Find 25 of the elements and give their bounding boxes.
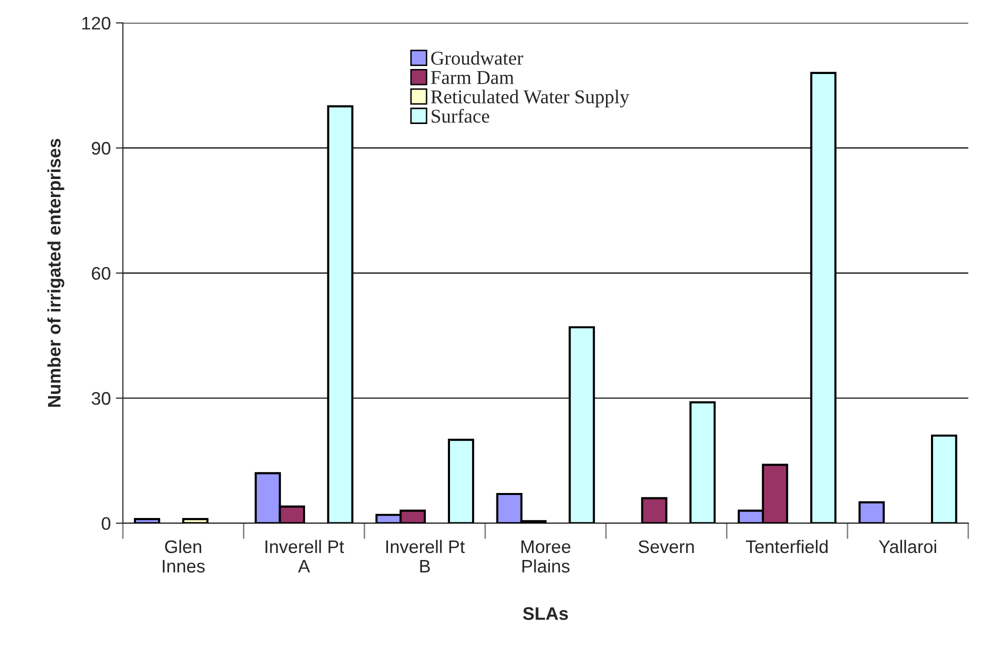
y-tick-label: 30 bbox=[92, 392, 110, 405]
x-tick-label: Yallaroi bbox=[878, 540, 936, 554]
x-tick-label: Inverell Pt B bbox=[386, 540, 465, 572]
x-tick-label: Severn bbox=[638, 540, 694, 554]
x-tick-label: Moree Plains bbox=[521, 540, 570, 573]
x-tick-label: Inverell Pt A bbox=[266, 540, 344, 572]
y-tick-label: 90 bbox=[92, 142, 110, 155]
y-axis-title: Number of irrigated enterprises bbox=[47, 138, 64, 407]
legend-label: Farm Dam bbox=[431, 71, 514, 84]
bar bbox=[182, 518, 208, 524]
x-tick-label: Glen Innes bbox=[162, 540, 205, 573]
y-tick-label: 120 bbox=[82, 16, 110, 30]
x-tick-label: Tenterfield bbox=[746, 540, 828, 554]
legend-label: Groudwater bbox=[431, 51, 524, 65]
bar bbox=[930, 434, 958, 524]
y-tick-label: 0 bbox=[102, 517, 110, 530]
bar bbox=[641, 497, 668, 524]
legend-label: Reticulated Water Supply bbox=[431, 90, 630, 108]
bar bbox=[689, 401, 716, 524]
y-tick-label: 60 bbox=[92, 266, 110, 280]
x-axis-title: SLAs bbox=[523, 607, 568, 620]
bar bbox=[858, 501, 885, 524]
legend-label: Surface bbox=[432, 108, 490, 123]
bar bbox=[134, 518, 160, 524]
bar bbox=[448, 438, 474, 524]
